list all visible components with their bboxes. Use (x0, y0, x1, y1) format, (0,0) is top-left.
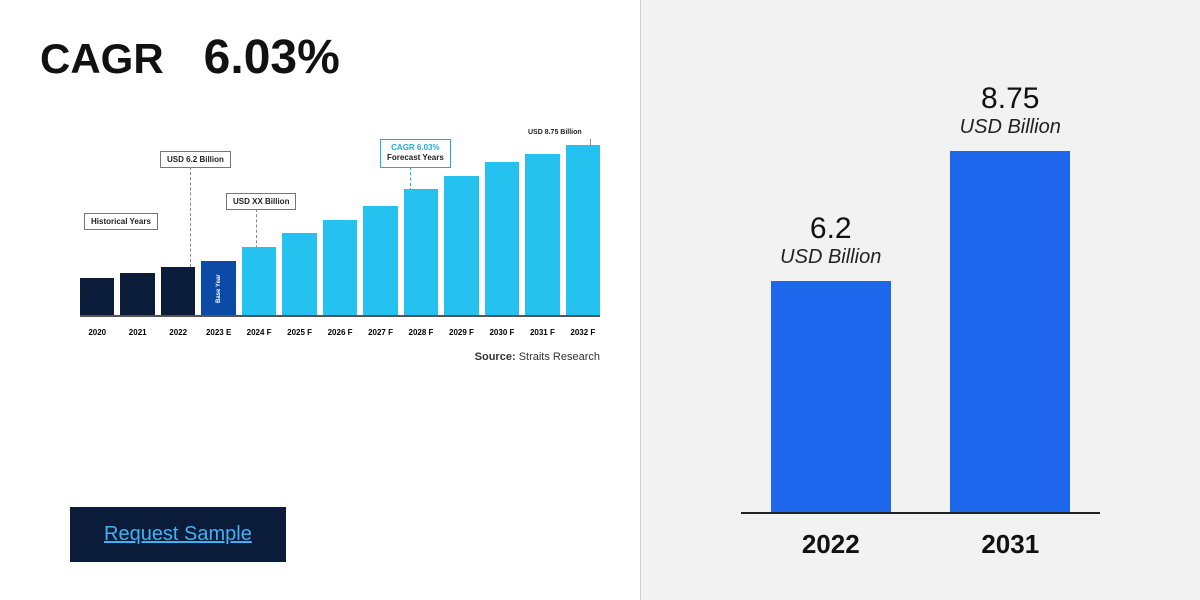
mini-bar-rect (444, 176, 478, 315)
mini-bar (485, 162, 519, 315)
mini-bar-rect (120, 273, 154, 316)
big-x-label: 2031 (950, 529, 1070, 560)
mini-bar-rect (525, 154, 559, 316)
mini-x-label: 2027 F (363, 328, 397, 337)
mini-x-label: 2022 (161, 328, 195, 337)
request-sample-button[interactable]: Request Sample (70, 507, 286, 562)
mini-x-label: 2023 E (201, 328, 235, 337)
cagr-label: CAGR (40, 35, 164, 83)
source-line: Source: Straits Research (40, 351, 620, 363)
mini-bars-area: Base Year (80, 147, 600, 317)
usd-8-75-callout: USD 8.75 Billion (528, 129, 582, 136)
mini-x-label: 2028 F (404, 328, 438, 337)
mini-bar: Base Year (201, 261, 235, 315)
mini-x-label: 2021 (120, 328, 154, 337)
cagr-heading: CAGR 6.03% (40, 30, 620, 85)
big-bars-area: 6.2USD Billion8.75USD Billion (741, 94, 1100, 514)
mini-bar (444, 176, 478, 315)
mini-bar (80, 278, 114, 315)
base-year-label: Base Year (216, 274, 222, 303)
big-bar-column: 6.2USD Billion (771, 212, 891, 512)
mini-bar-rect (323, 220, 357, 315)
mini-bar (525, 154, 559, 316)
forecast-bar-chart: Historical Years USD 6.2 Billion USD XX … (50, 115, 610, 345)
mini-x-label: 2031 F (525, 328, 559, 337)
mini-bar (120, 273, 154, 316)
mini-bar-rect (161, 267, 195, 315)
big-bar-unit: USD Billion (780, 246, 881, 269)
mini-x-label: 2029 F (444, 328, 478, 337)
mini-x-label: 2024 F (242, 328, 276, 337)
mini-bar-rect (566, 145, 600, 315)
source-value: Straits Research (519, 351, 600, 363)
mini-x-label: 2025 F (282, 328, 316, 337)
big-bar-rect (771, 281, 891, 512)
big-bar-rect (950, 151, 1070, 512)
right-panel: 6.2USD Billion8.75USD Billion 20222031 (640, 0, 1200, 600)
mini-bar (323, 220, 357, 315)
mini-bar-rect (242, 247, 276, 315)
mini-bar (242, 247, 276, 315)
mini-bar-rect (80, 278, 114, 315)
mini-bar (566, 145, 600, 315)
big-bar-value: 6.2 (810, 212, 852, 246)
big-x-label: 2022 (771, 529, 891, 560)
source-label: Source: (475, 351, 516, 363)
mini-x-label: 2026 F (323, 328, 357, 337)
mini-bar-rect (363, 206, 397, 315)
big-bar-unit: USD Billion (960, 116, 1061, 139)
big-bar-column: 8.75USD Billion (950, 82, 1070, 512)
mini-bar-rect (485, 162, 519, 315)
mini-bar (363, 206, 397, 315)
mini-bar-rect (282, 233, 316, 315)
mini-x-label: 2030 F (485, 328, 519, 337)
mini-bar (282, 233, 316, 315)
mini-x-label: 2032 F (566, 328, 600, 337)
mini-x-axis: 2020 2021 2022 2023 E 2024 F 2025 F 2026 F 2027… (80, 328, 600, 337)
comparison-bar-chart: 6.2USD Billion8.75USD Billion 20222031 (741, 30, 1100, 560)
mini-x-label: 2020 (80, 328, 114, 337)
mini-bar (404, 189, 438, 315)
mini-bar-rect (404, 189, 438, 315)
left-panel: CAGR 6.03% Historical Years USD 6.2 Bill… (0, 0, 640, 600)
big-x-axis: 2022 2031 (741, 529, 1100, 560)
mini-bar (161, 267, 195, 315)
cagr-value: 6.03% (204, 30, 340, 85)
big-bar-value: 8.75 (981, 82, 1039, 116)
